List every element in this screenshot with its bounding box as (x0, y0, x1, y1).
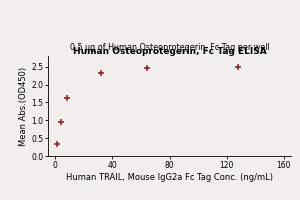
X-axis label: Human TRAIL, Mouse IgG2a Fc Tag Conc. (ng/mL): Human TRAIL, Mouse IgG2a Fc Tag Conc. (n… (66, 173, 273, 182)
Y-axis label: Mean Abs.(OD450): Mean Abs.(OD450) (19, 66, 28, 146)
Text: 0.5 μg of Human Osteoprotegerin, Fc Tag per well: 0.5 μg of Human Osteoprotegerin, Fc Tag … (70, 43, 269, 52)
Title: Human Osteoprotegerin, Fc Tag ELISA: Human Osteoprotegerin, Fc Tag ELISA (73, 47, 266, 56)
